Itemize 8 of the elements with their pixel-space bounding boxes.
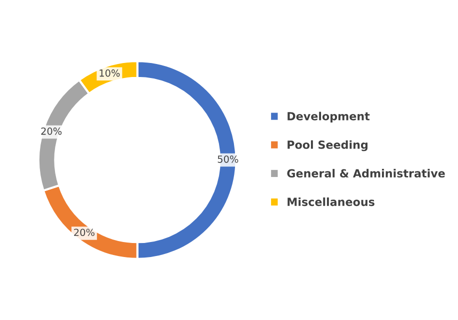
data-label: 20% — [41, 127, 62, 135]
legend-label: Miscellaneous — [288, 197, 374, 206]
legend-label: Pool Seeding — [288, 140, 368, 152]
legend-label: Development — [288, 112, 370, 123]
data-label: 50% — [218, 155, 238, 163]
legend-label: General & Administrative — [287, 168, 445, 178]
data-label: 20% — [74, 228, 94, 236]
data-label: 10% — [100, 69, 120, 77]
